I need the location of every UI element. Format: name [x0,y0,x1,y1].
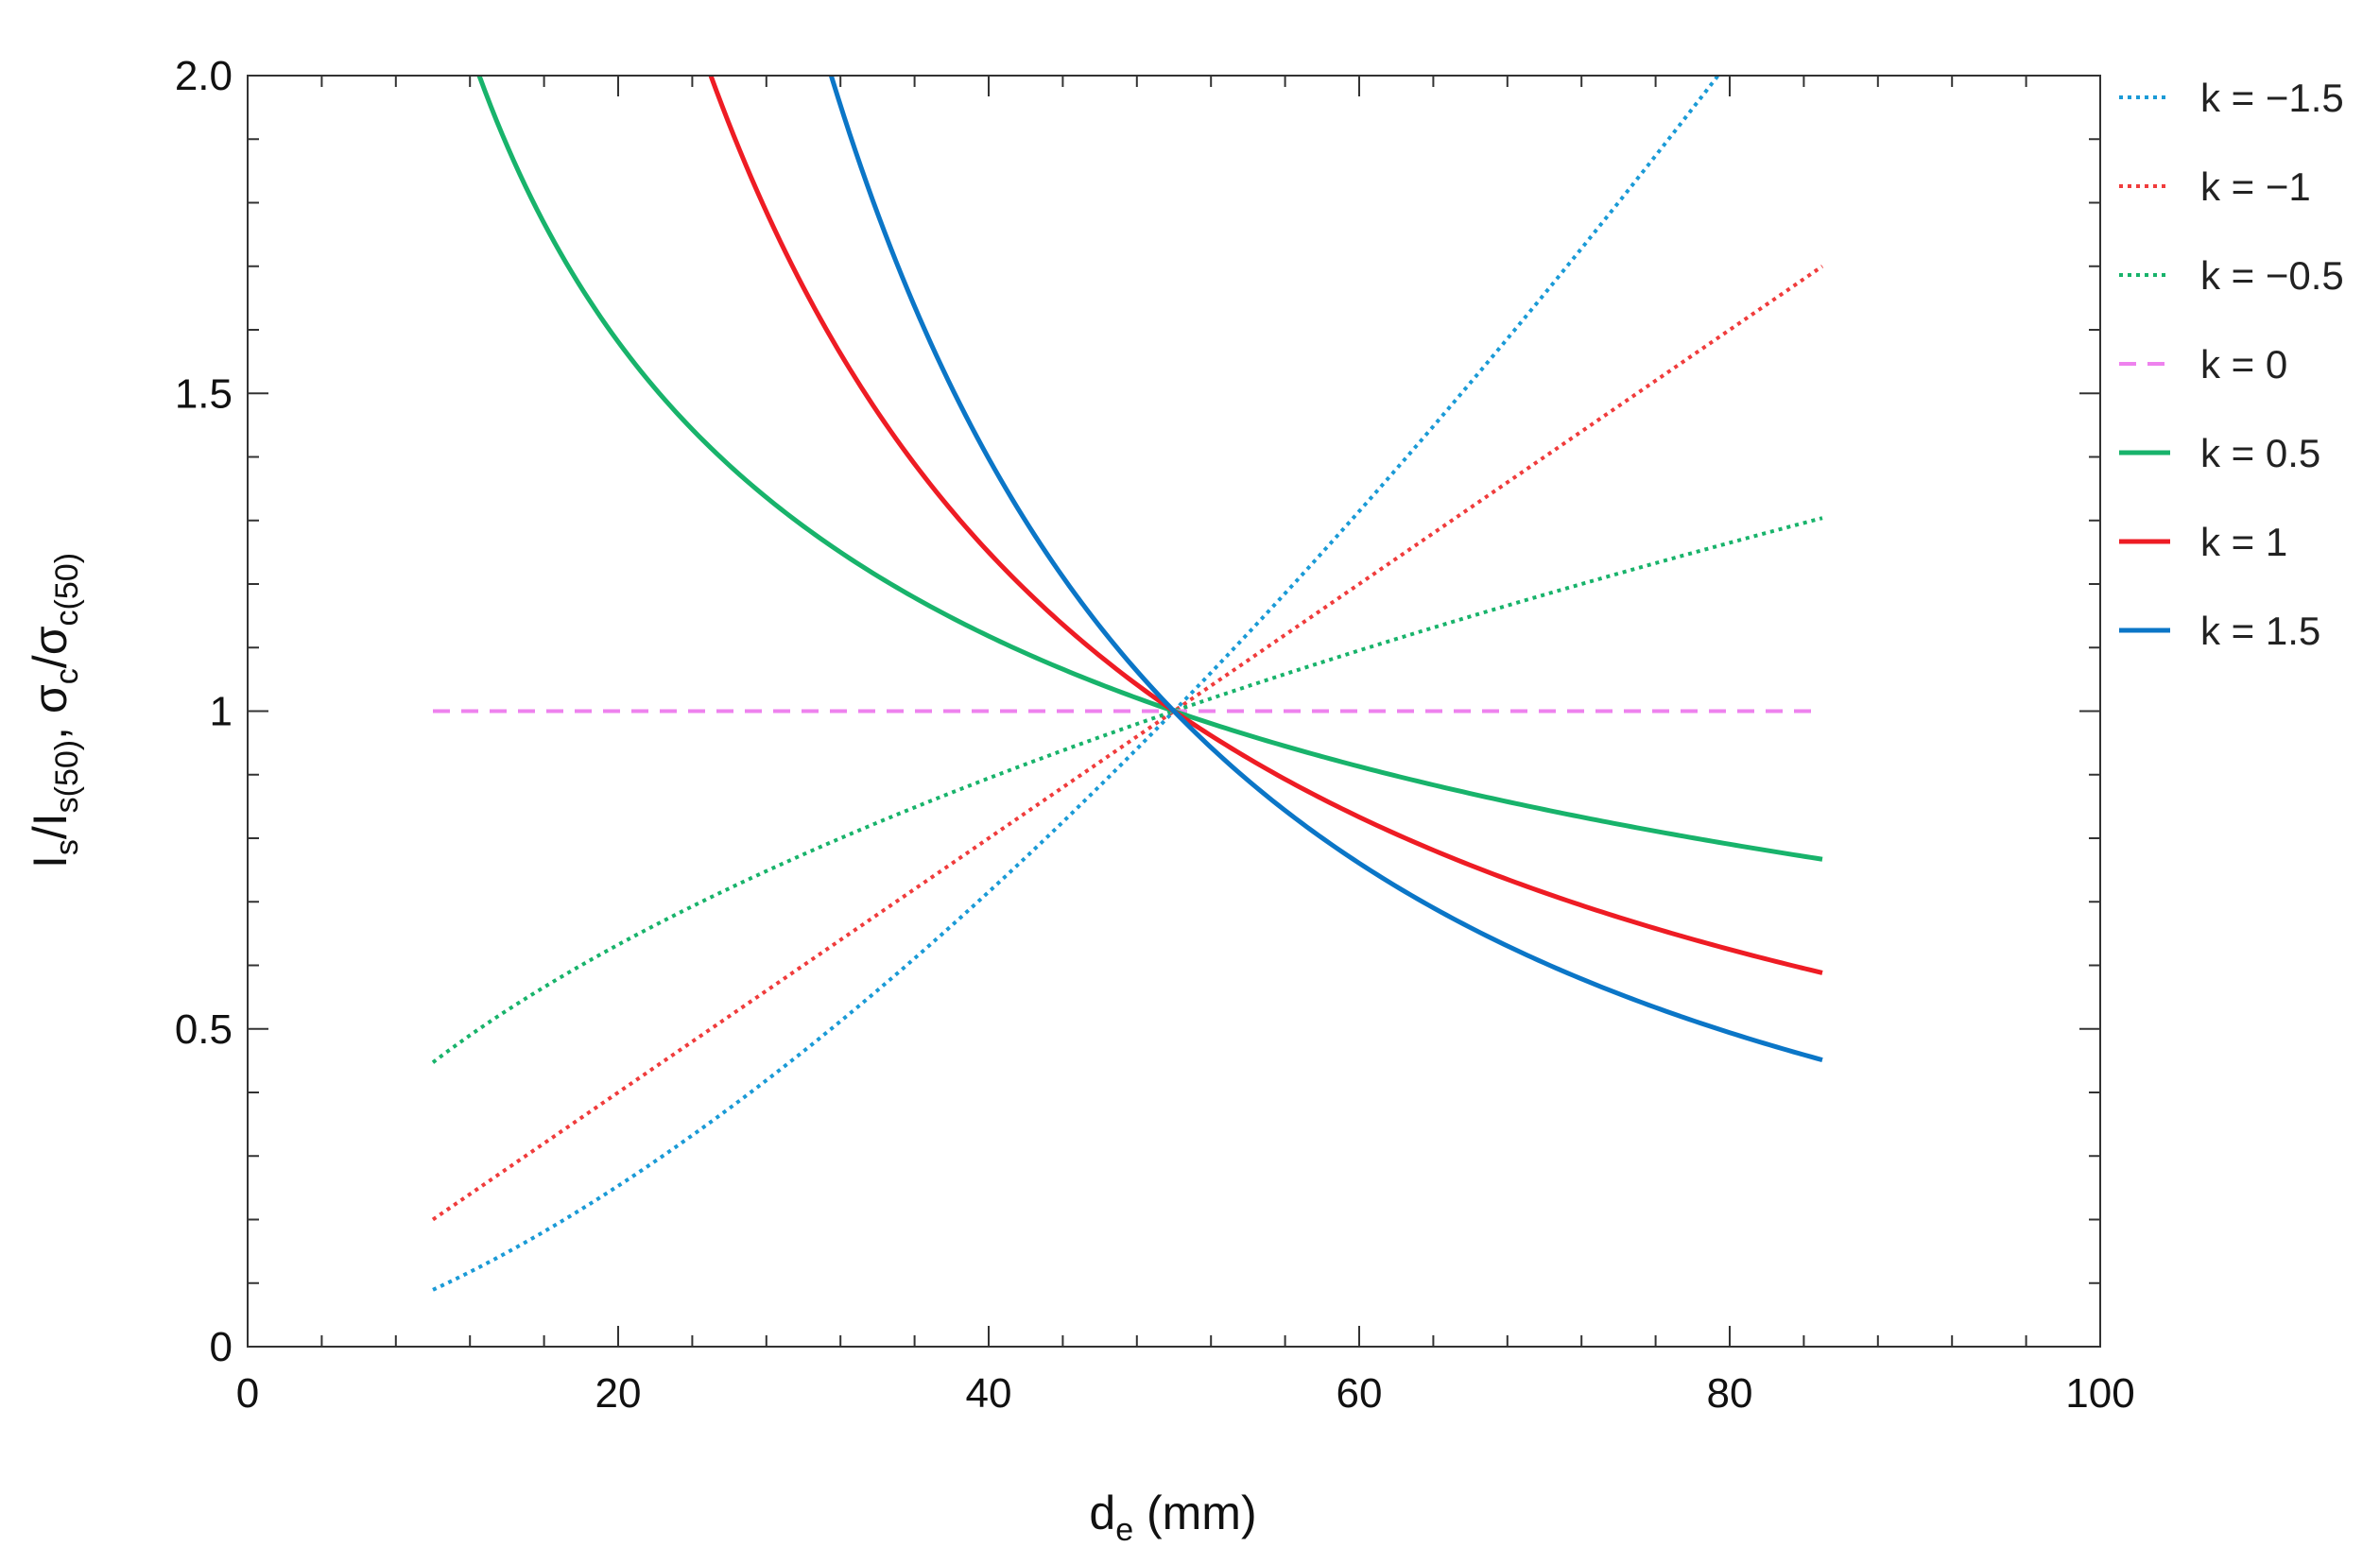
y-axis-title-part4: /σ [24,626,77,668]
y-tick-labels: 0 0.5 1 1.5 2.0 [175,53,233,1370]
x-axis-title-rest: (mm) [1133,1487,1257,1539]
y-axis-title-sub1: s [49,839,85,855]
x-axis-title-main: d [1089,1487,1115,1539]
y-tick-label-1-5: 1.5 [175,370,233,417]
x-tick-label-60: 60 [1337,1370,1383,1417]
legend-label-k-0-5: k = 0.5 [2200,431,2320,475]
x-tick-label-0: 0 [236,1370,259,1417]
x-tick-label-40: 40 [966,1370,1012,1417]
x-tick-label-20: 20 [595,1370,642,1417]
x-axis-title: de (mm) [1089,1487,1256,1547]
x-tick-label-80: 80 [1707,1370,1753,1417]
series-line-k--1-5 [432,76,1721,1292]
legend-label-k--1-5: k = −1.5 [2200,76,2344,120]
legend-label-k-1: k = 1 [2200,520,2287,564]
y-axis-title-sub3: c [49,668,85,684]
plot-frame [247,75,2101,1348]
y-tick-label-0: 0 [210,1324,233,1370]
legend-label-k--0-5: k = −0.5 [2200,253,2344,298]
series-group [431,76,1824,1292]
legend-label-k--1: k = −1 [2200,164,2311,209]
y-axis-title-part2: /I [24,813,77,839]
series-line-k--1 [431,265,1824,1222]
series-line-k-0-5 [476,76,1823,862]
legend-label-k-0: k = 0 [2200,342,2287,387]
x-tick-label-100: 100 [2065,1370,2134,1417]
y-tick-label-1: 1 [210,689,233,735]
series-line-k-1-5 [828,76,1823,1063]
legend-label-k-1-5: k = 1.5 [2200,609,2320,653]
y-axis-title-part3: , σ [24,684,77,740]
y-axis-title-part1: I [24,855,77,868]
y-axis-title-sub4: c(50) [49,553,85,626]
x-tick-labels: 0 20 40 60 80 100 [236,1370,2135,1417]
y-tick-label-0-5: 0.5 [175,1006,233,1053]
x-axis-title-sub: e [1115,1512,1133,1547]
series-line-k--0-5 [431,516,1823,1064]
y-axis-title-sub2: s(50) [49,740,85,813]
y-tick-label-2: 2.0 [175,53,233,99]
y-axis-title: Is/Is(50), σc/σc(50) [24,553,85,868]
minor-ticks [248,76,2100,1347]
series-line-k-1 [708,76,1823,975]
legend: k = −1.5 k = −1 k = −0.5 k = 0 k = 0.5 k = 1 k… [2119,76,2344,653]
